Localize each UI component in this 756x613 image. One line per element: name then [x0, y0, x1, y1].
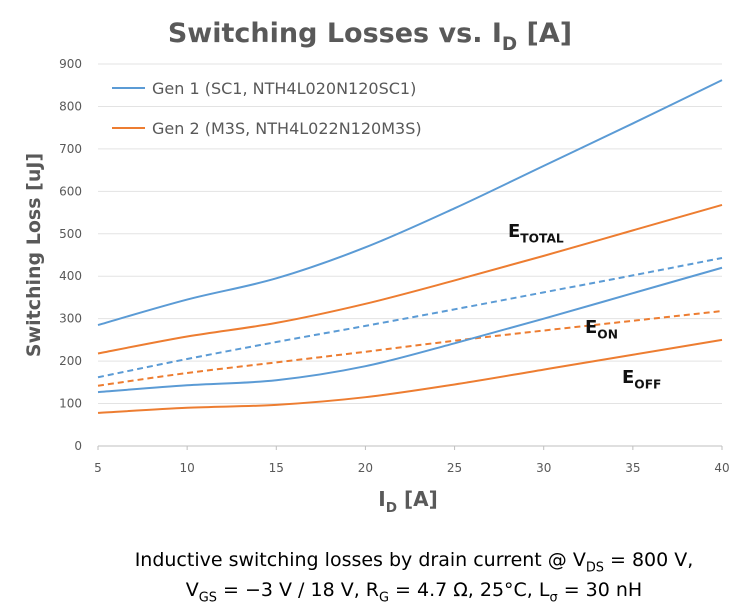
chart-title-part: D: [502, 34, 517, 55]
x-tick-label: 35: [625, 461, 640, 475]
y-tick-label: 300: [59, 312, 82, 326]
legend-label: Gen 2 (M3S, NTH4L022N120M3S): [152, 119, 422, 138]
series-line: [97, 256, 723, 379]
caption-part: Inductive switching losses by drain curr…: [135, 549, 586, 571]
caption-part: = 800 V,: [604, 549, 693, 571]
series-line: [97, 310, 723, 387]
caption-part: = −3 V / 18 V, R: [217, 579, 379, 601]
x-axis-label-part: I: [378, 487, 385, 511]
x-tick-label: 25: [447, 461, 462, 475]
series-line: [97, 338, 723, 414]
chart-title: Switching Losses vs. ID [A]: [168, 18, 572, 55]
caption-part: = 30 nH: [558, 579, 643, 601]
series-line: [97, 203, 723, 355]
y-tick-label: 100: [59, 397, 82, 411]
caption-part: = 4.7 Ω, 25°C, L: [389, 579, 550, 601]
annotation: ETOTAL: [508, 221, 564, 245]
y-tick-label: 0: [74, 439, 82, 453]
annotation-part: E: [508, 221, 520, 242]
y-tick-label: 400: [59, 269, 82, 283]
x-tick-label: 40: [714, 461, 729, 475]
y-axis-label: Switching Loss [uJ]: [23, 153, 45, 357]
annotation-part: OFF: [634, 377, 661, 391]
y-tick-label: 700: [59, 142, 82, 156]
chart-title-part: Switching Losses vs. I: [168, 18, 502, 49]
series-line: [97, 79, 723, 326]
y-tick-label: 200: [59, 354, 82, 368]
annotation-part: ON: [597, 327, 618, 341]
x-tick-label: 30: [536, 461, 551, 475]
x-tick-label: 20: [358, 461, 373, 475]
y-tick-label: 500: [59, 227, 82, 241]
caption-part: V: [186, 579, 199, 601]
caption-part: DS: [586, 561, 604, 576]
caption-part: GS: [199, 591, 217, 606]
annotation-part: E: [622, 367, 634, 388]
x-axis-label-part: [A]: [397, 487, 438, 511]
x-tick-label: 5: [94, 461, 102, 475]
annotation-part: E: [585, 317, 597, 338]
annotation: EOFF: [622, 367, 661, 391]
y-tick-label: 900: [59, 57, 82, 71]
series-line: [97, 266, 723, 394]
x-tick-label: 15: [269, 461, 284, 475]
annotation: EON: [585, 317, 618, 341]
x-axis-label: ID [A]: [378, 487, 437, 516]
y-tick-label: 800: [59, 99, 82, 113]
x-axis-label-part: D: [386, 500, 397, 516]
x-tick-label: 10: [180, 461, 195, 475]
caption-part: G: [379, 591, 389, 606]
caption: Inductive switching losses by drain curr…: [135, 549, 694, 576]
annotation-part: TOTAL: [520, 231, 564, 245]
chart-title-part: [A]: [517, 18, 572, 49]
caption-part: σ: [549, 591, 557, 606]
caption: VGS = −3 V / 18 V, RG = 4.7 Ω, 25°C, Lσ …: [186, 579, 642, 606]
legend-label: Gen 1 (SC1, NTH4L020N120SC1): [152, 79, 416, 98]
y-tick-label: 600: [59, 184, 82, 198]
